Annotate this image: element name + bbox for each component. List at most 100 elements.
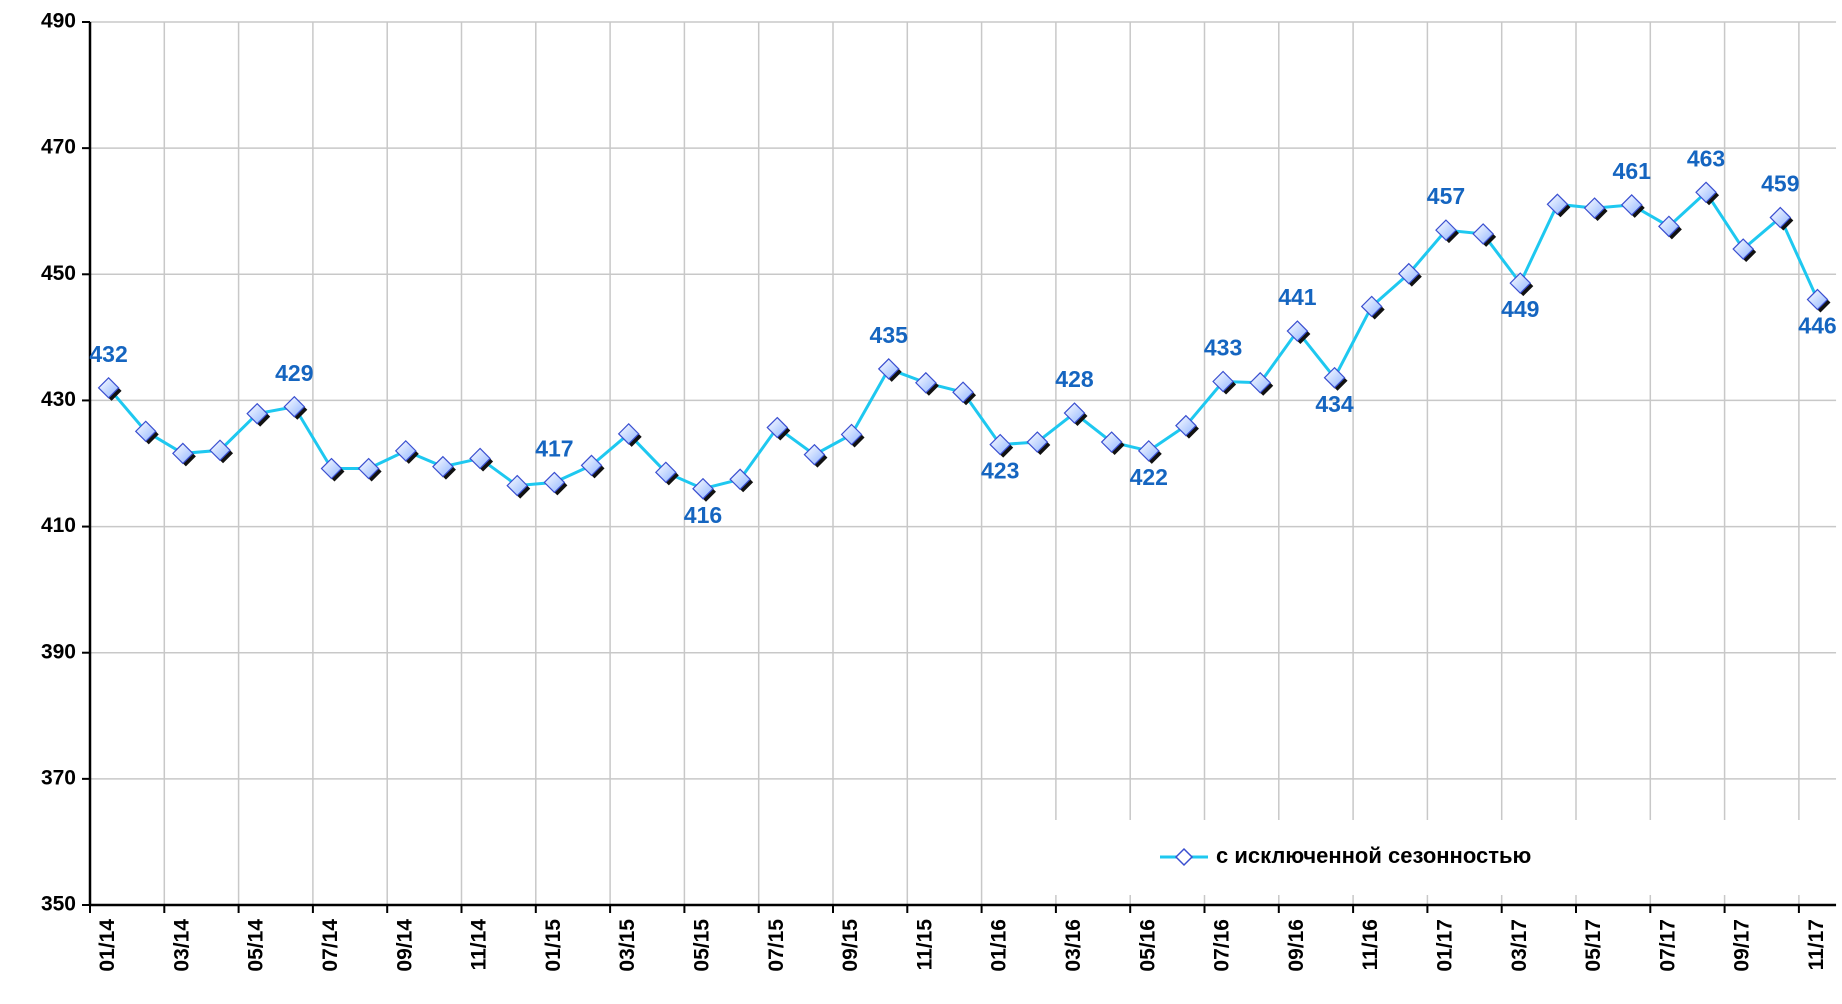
marker bbox=[692, 477, 714, 500]
marker bbox=[1323, 366, 1346, 389]
data-label: 457 bbox=[1427, 183, 1465, 209]
x-tick-label: 09/16 bbox=[1285, 919, 1308, 972]
marker bbox=[1769, 206, 1792, 229]
y-tick-label: 490 bbox=[41, 10, 76, 33]
marker bbox=[1397, 262, 1420, 285]
marker bbox=[1063, 402, 1086, 424]
x-tick-label: 03/15 bbox=[616, 919, 639, 972]
x-tick-label: 01/14 bbox=[96, 919, 119, 972]
data-label: 461 bbox=[1613, 158, 1652, 184]
marker bbox=[1100, 431, 1123, 453]
marker bbox=[1732, 238, 1755, 260]
marker bbox=[1472, 223, 1494, 245]
marker bbox=[543, 471, 566, 494]
marker bbox=[877, 358, 900, 380]
marker bbox=[246, 402, 269, 425]
marker bbox=[1583, 197, 1606, 219]
legend-marker bbox=[1174, 847, 1194, 867]
data-label: 449 bbox=[1501, 296, 1539, 322]
marker bbox=[394, 440, 417, 462]
data-label: 422 bbox=[1130, 464, 1168, 490]
x-tick-label: 07/16 bbox=[1211, 919, 1234, 972]
y-tick-label: 430 bbox=[41, 388, 76, 411]
marker bbox=[172, 442, 194, 465]
marker bbox=[1026, 431, 1049, 453]
marker bbox=[617, 423, 640, 445]
marker bbox=[915, 371, 937, 394]
data-label: 416 bbox=[684, 502, 722, 528]
data-label: 446 bbox=[1798, 313, 1836, 339]
data-label: 417 bbox=[535, 435, 573, 461]
marker bbox=[134, 420, 157, 443]
x-tick-label: 07/14 bbox=[319, 919, 342, 972]
data-label: 459 bbox=[1761, 171, 1799, 197]
data-label: 432 bbox=[89, 341, 127, 367]
marker bbox=[283, 395, 306, 418]
x-tick-label: 01/16 bbox=[988, 919, 1011, 972]
marker bbox=[1137, 440, 1160, 462]
x-tick-label: 07/15 bbox=[765, 919, 788, 972]
legend-label: с исключенной сезонностью bbox=[1216, 843, 1531, 868]
x-tick-label: 03/16 bbox=[1062, 919, 1085, 972]
data-label: 433 bbox=[1204, 335, 1242, 361]
marker bbox=[803, 443, 826, 466]
x-tick-label: 11/14 bbox=[468, 919, 491, 971]
marker bbox=[97, 376, 120, 399]
marker bbox=[654, 461, 677, 484]
data-label: 435 bbox=[870, 322, 909, 348]
marker bbox=[1435, 219, 1457, 241]
data-label: 434 bbox=[1315, 391, 1354, 417]
marker bbox=[1546, 193, 1569, 216]
x-tick-label: 05/14 bbox=[245, 919, 268, 972]
marker bbox=[1658, 215, 1680, 238]
marker bbox=[320, 457, 343, 480]
marker bbox=[729, 468, 751, 491]
marker bbox=[1620, 194, 1643, 216]
x-tick-label: 03/17 bbox=[1508, 919, 1531, 972]
x-tick-label: 09/17 bbox=[1731, 919, 1754, 972]
x-tick-label: 05/17 bbox=[1582, 919, 1605, 972]
marker bbox=[766, 416, 789, 439]
marker bbox=[580, 454, 603, 477]
x-tick-label: 01/15 bbox=[542, 919, 565, 972]
marker bbox=[1360, 295, 1383, 318]
marker bbox=[432, 455, 454, 478]
marker bbox=[1175, 414, 1197, 437]
y-tick-label: 350 bbox=[41, 893, 76, 916]
x-tick-label: 03/14 bbox=[170, 919, 193, 972]
marker bbox=[1286, 320, 1309, 342]
y-tick-label: 370 bbox=[41, 766, 76, 789]
marker bbox=[1509, 272, 1532, 294]
x-tick-label: 05/16 bbox=[1136, 919, 1159, 972]
series-line bbox=[107, 189, 1819, 491]
marker bbox=[506, 474, 529, 497]
marker bbox=[209, 439, 231, 462]
marker bbox=[952, 381, 974, 404]
marker bbox=[1806, 288, 1829, 311]
y-tick-label: 450 bbox=[41, 262, 76, 285]
data-label: 463 bbox=[1687, 145, 1725, 171]
x-tick-label: 11/15 bbox=[913, 919, 936, 971]
data-label: 423 bbox=[981, 458, 1019, 484]
y-tick-label: 390 bbox=[41, 640, 76, 663]
marker bbox=[1212, 370, 1234, 393]
x-tick-label: 11/17 bbox=[1805, 919, 1828, 970]
marker bbox=[989, 433, 1012, 456]
marker bbox=[840, 423, 863, 446]
marker bbox=[1249, 371, 1272, 394]
marker bbox=[357, 457, 380, 480]
x-tick-label: 05/15 bbox=[691, 919, 714, 972]
x-tick-label: 11/16 bbox=[1359, 919, 1382, 970]
y-tick-label: 410 bbox=[41, 514, 76, 537]
marker bbox=[1695, 181, 1717, 204]
data-label: 429 bbox=[275, 360, 313, 386]
x-tick-label: 01/17 bbox=[1434, 919, 1457, 972]
x-tick-label: 09/15 bbox=[839, 919, 862, 972]
y-tick-label: 470 bbox=[41, 136, 76, 159]
data-label: 428 bbox=[1055, 366, 1094, 392]
data-label: 441 bbox=[1278, 284, 1317, 310]
x-tick-label: 09/14 bbox=[393, 919, 416, 972]
x-tick-label: 07/17 bbox=[1656, 919, 1679, 972]
marker bbox=[469, 447, 491, 470]
